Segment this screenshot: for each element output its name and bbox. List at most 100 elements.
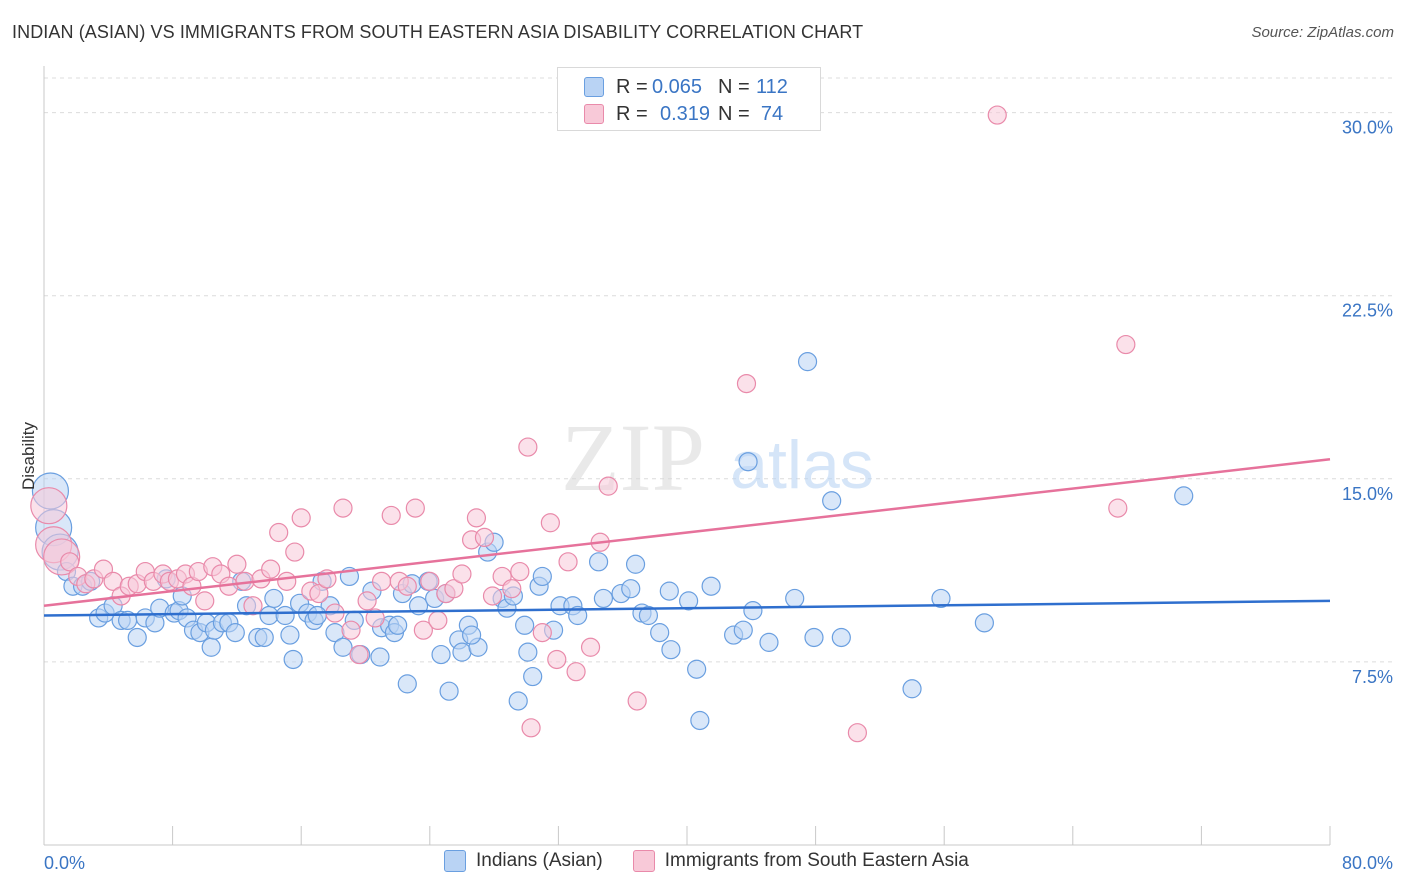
data-point (420, 571, 440, 591)
data-point (370, 647, 390, 667)
data-point (482, 586, 503, 606)
data-point (974, 613, 994, 633)
data-point (566, 662, 586, 682)
data-point (333, 637, 353, 657)
data-point (831, 627, 851, 648)
data-point (659, 581, 679, 601)
data-point (736, 374, 757, 394)
data-point (381, 505, 401, 526)
data-point (283, 649, 303, 670)
data-point (902, 679, 922, 699)
legend-swatch-blue (584, 77, 604, 97)
data-point (701, 576, 721, 596)
trend-line (43, 458, 1331, 607)
data-point (593, 588, 614, 609)
r-label: R = (616, 75, 648, 98)
data-point (466, 508, 487, 528)
data-point (738, 452, 758, 472)
data-point (931, 588, 951, 609)
legend-swatch-pink (584, 104, 604, 124)
data-point (243, 596, 263, 616)
legend-label-immigrants: Immigrants from South Eastern Asia (664, 850, 969, 871)
watermark-zip: ZIP (561, 404, 705, 511)
trend-lines (43, 458, 1331, 617)
data-point (987, 105, 1007, 125)
n-value: 112 (756, 75, 788, 98)
data-point (521, 718, 541, 738)
data-point (540, 513, 560, 533)
data-point (275, 605, 295, 626)
data-point (638, 605, 659, 626)
n-label: N = (718, 102, 750, 125)
data-point (508, 691, 528, 711)
data-point (397, 674, 417, 694)
r-value: 0.319 (660, 102, 711, 125)
data-point (307, 605, 327, 626)
axes (43, 66, 1331, 846)
data-point (388, 615, 408, 635)
data-point (195, 591, 215, 611)
data-point (759, 632, 779, 652)
data-point (254, 627, 274, 648)
data-point (532, 623, 552, 643)
data-point (743, 601, 763, 621)
chart-title: INDIAN (ASIAN) VS IMMIGRANTS FROM SOUTH … (12, 22, 864, 42)
legend-item-indians: Indians (Asian) (444, 850, 603, 872)
data-point (625, 554, 646, 574)
legend-item-immigrants: Immigrants from South Eastern Asia (632, 850, 969, 872)
data-point (357, 591, 377, 611)
data-point (291, 508, 311, 528)
data-point (1108, 498, 1128, 518)
data-point (515, 615, 535, 635)
data-point (349, 644, 369, 665)
data-point (452, 642, 472, 662)
series-legend: Indians (Asian) Immigrants from South Ea… (444, 850, 999, 872)
n-value: 74 (760, 102, 784, 125)
y-tick-label: 30.0% (1342, 118, 1393, 138)
data-point (413, 620, 433, 640)
data-point (474, 527, 495, 548)
data-point (804, 627, 824, 648)
data-point (588, 552, 609, 572)
data-point (733, 620, 753, 640)
data-point (225, 623, 245, 643)
data-point (285, 542, 305, 562)
data-point (461, 625, 482, 645)
r-value: 0.065 (652, 75, 703, 98)
data-point (277, 571, 297, 591)
data-point (580, 637, 601, 657)
data-point (627, 691, 647, 711)
data-point (309, 583, 329, 604)
n-label: N = (718, 75, 750, 98)
data-point (341, 620, 361, 640)
data-point (365, 608, 385, 628)
source-credit: Source: ZipAtlas.com (1251, 24, 1394, 41)
legend-swatch-blue (444, 850, 466, 872)
data-point (227, 554, 247, 574)
data-point (269, 522, 289, 543)
data-point (568, 605, 588, 626)
data-point (847, 723, 867, 743)
data-point (510, 561, 530, 582)
data-point (30, 487, 68, 525)
data-point (822, 491, 842, 511)
stats-legend: R = 0.065 N = 112 R = 0.319 N = 74 (557, 67, 821, 131)
data-point (444, 579, 464, 599)
legend-swatch-pink (632, 850, 655, 872)
x-tick-label: 80.0% (1342, 853, 1393, 873)
data-point (371, 571, 392, 591)
data-point (261, 559, 281, 579)
legend-row-immigrants: R = 0.319 N = 74 (584, 102, 792, 126)
tick-labels: 7.5% 15.0% 22.5% 30.0% 0.0% 80.0% (44, 118, 1393, 873)
data-point (598, 476, 618, 496)
data-point (532, 566, 552, 587)
legend-row-indians: R = 0.065 N = 112 (584, 75, 792, 99)
data-point (259, 605, 279, 626)
data-point (518, 642, 538, 662)
data-point (679, 591, 699, 611)
data-point (452, 564, 472, 584)
data-point (797, 352, 818, 372)
y-tick-label: 22.5% (1342, 301, 1393, 321)
data-point (428, 610, 448, 631)
